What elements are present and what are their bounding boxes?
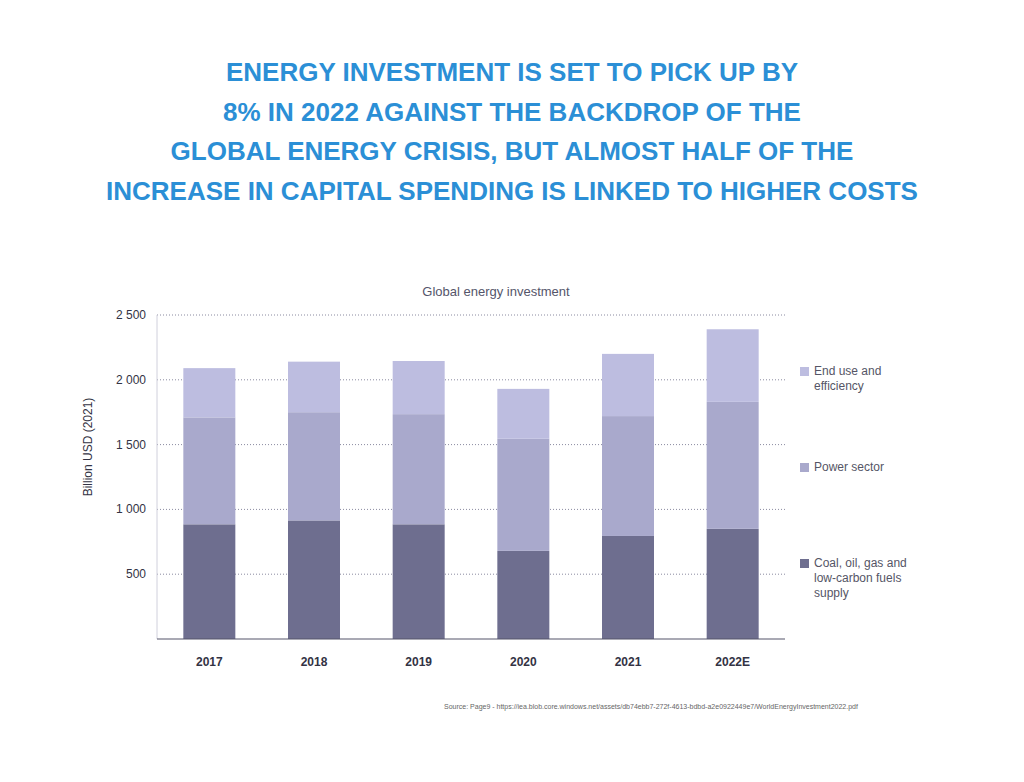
bar-segment bbox=[602, 416, 654, 536]
legend-swatch bbox=[800, 463, 809, 472]
bar-segment bbox=[393, 524, 445, 639]
source: Source: Page9 - https://iea.blob.core.wi… bbox=[444, 703, 858, 710]
tick-label: 1 500 bbox=[116, 438, 146, 452]
bar-segment bbox=[707, 329, 759, 402]
legend-label: Power sector bbox=[814, 460, 924, 475]
bar-segment bbox=[707, 402, 759, 529]
headline: GLOBAL ENERGY CRISIS, BUT ALMOST HALF OF… bbox=[0, 136, 1024, 166]
bar-segment bbox=[707, 529, 759, 639]
category-label: 2022E bbox=[715, 655, 750, 669]
legend-label: Coal, oil, gas and low-carbon fuels supp… bbox=[814, 556, 924, 601]
headline: INCREASE IN CAPITAL SPENDING IS LINKED T… bbox=[0, 176, 1024, 206]
tick-label: 500 bbox=[126, 567, 146, 581]
category-label: 2018 bbox=[301, 655, 328, 669]
bar-segment bbox=[183, 524, 235, 639]
chart-title: Global energy investment bbox=[422, 284, 570, 299]
grid-line bbox=[157, 444, 785, 445]
grid-line bbox=[157, 315, 785, 316]
bar-segment bbox=[288, 520, 340, 639]
bar-segment bbox=[183, 417, 235, 524]
bar-segment bbox=[288, 362, 340, 413]
bar-segment bbox=[602, 536, 654, 639]
grid-line bbox=[157, 509, 785, 510]
x-axis-line bbox=[157, 638, 785, 639]
headline: ENERGY INVESTMENT IS SET TO PICK UP BY bbox=[0, 57, 1024, 87]
chart: Global energy investment Billion USD (202… bbox=[0, 0, 1024, 782]
y-axis-label: Billion USD (2021) bbox=[81, 398, 95, 497]
legend-swatch bbox=[800, 559, 809, 568]
bar-segment bbox=[602, 354, 654, 416]
bar-segment bbox=[497, 439, 549, 551]
page: ENERGY INVESTMENT IS SET TO PICK UP BY 8%… bbox=[0, 0, 1024, 782]
tick-label: 2 000 bbox=[116, 373, 146, 387]
y-axis-line bbox=[157, 315, 158, 639]
bar-segment bbox=[393, 414, 445, 524]
bars bbox=[183, 329, 758, 639]
legend-swatch bbox=[800, 367, 809, 376]
category-label: 2021 bbox=[615, 655, 642, 669]
category-label: 2017 bbox=[196, 655, 223, 669]
legend-label: End use and efficiency bbox=[814, 364, 924, 394]
headline: 8% IN 2022 AGAINST THE BACKDROP OF THE bbox=[0, 97, 1024, 127]
category-label: 2019 bbox=[405, 655, 432, 669]
grid-line bbox=[157, 379, 785, 380]
bar-segment bbox=[393, 361, 445, 414]
bar-segment bbox=[497, 551, 549, 639]
bar-segment bbox=[183, 368, 235, 417]
tick-label: 1 000 bbox=[116, 502, 146, 516]
tick-label: 2 500 bbox=[116, 308, 146, 322]
category-label: 2020 bbox=[510, 655, 537, 669]
grid-line bbox=[157, 574, 785, 575]
bar-segment bbox=[288, 412, 340, 520]
bar-segment bbox=[497, 389, 549, 439]
